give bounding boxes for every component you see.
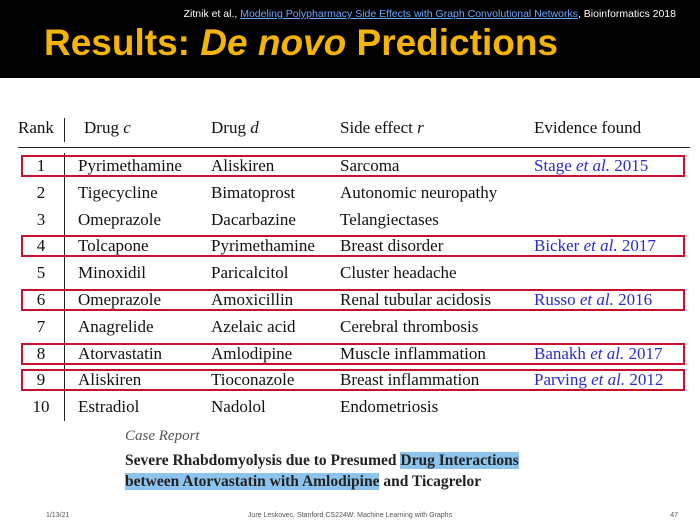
drug-d-cell: Amlodipine xyxy=(211,343,293,363)
drug-c-cell: Tolcapone xyxy=(78,236,149,256)
rank-cell: 3 xyxy=(18,206,65,234)
rank-cell: 9 xyxy=(18,367,65,395)
evidence-link[interactable]: Stage et al. 2015 xyxy=(534,156,649,175)
table-row: 3 Omeprazole Dacarbazine Telangiectases xyxy=(18,206,690,234)
slide-header: Zitnik et al., Modeling Polypharmacy Sid… xyxy=(0,0,700,78)
table-header: Rank Drug c Drug d Side effect r Evidenc… xyxy=(18,118,690,146)
drug-d-cell: Bimatoprost xyxy=(211,182,296,202)
side-effect-cell: Breast disorder xyxy=(340,236,444,256)
side-effect-cell: Autonomic neuropathy xyxy=(340,182,498,202)
case-title-text: Severe Rhabdomyolysis due to Presumed xyxy=(125,452,401,469)
drug-c-cell: Atorvastatin xyxy=(78,343,163,363)
header-side-effect: Side effect r xyxy=(340,118,424,137)
side-effect-cell: Breast inflammation xyxy=(340,370,480,390)
case-report-label: Case Report xyxy=(125,428,200,444)
predictions-table: Rank Drug c Drug d Side effect r Evidenc… xyxy=(18,118,690,421)
title-prefix: Results: xyxy=(44,22,201,63)
case-report: Case Report Severe Rhabdomyolysis due to… xyxy=(125,428,625,492)
header-drug-d: Drug d xyxy=(211,118,259,137)
table-row: 6 Omeprazole Amoxicillin Renal tubular acid… xyxy=(18,286,690,314)
drug-c-cell: Estradiol xyxy=(78,397,140,417)
citation-author: Zitnik et al., xyxy=(183,8,241,20)
title-suffix: Predictions xyxy=(346,22,559,63)
case-title-highlight: Drug Interactions xyxy=(400,452,519,469)
rank-cell: 7 xyxy=(18,313,65,341)
side-effect-cell: Muscle inflammation xyxy=(340,343,486,363)
drug-c-cell: Aliskiren xyxy=(78,370,142,390)
rank-cell: 2 xyxy=(18,179,65,207)
drug-d-cell: Dacarbazine xyxy=(211,209,296,229)
slide-title: Results: De novo Predictions xyxy=(44,22,558,64)
drug-d-cell: Aliskiren xyxy=(211,156,275,175)
title-emphasis: De novo xyxy=(200,22,347,63)
case-title-highlight: between Atorvastatin with Amlodipine xyxy=(125,473,380,490)
page-number: 47 xyxy=(670,512,678,519)
footer-date: 1/13/21 xyxy=(46,512,70,519)
side-effect-cell: Cerebral thrombosis xyxy=(340,316,479,336)
header-divider xyxy=(18,147,690,148)
drug-d-cell: Paricalcitol xyxy=(211,263,289,283)
table-row: 8 Atorvastatin Amlodipine Muscle inflammati… xyxy=(18,340,690,368)
drug-c-cell: Anagrelide xyxy=(78,316,154,336)
rank-cell: 1 xyxy=(18,153,65,180)
evidence-link[interactable]: Banakh et al. 2017 xyxy=(534,343,663,363)
evidence-link[interactable]: Parving et al. 2012 xyxy=(534,370,664,390)
table-row: 4 Tolcapone Pyrimethamine Breast disorder Bi… xyxy=(18,233,690,261)
rank-cell: 5 xyxy=(18,260,65,287)
drug-d-cell: Nadolol xyxy=(211,397,266,417)
footer-credit: Jure Leskovec, Stanford CS224W: Machine … xyxy=(247,512,453,519)
rank-cell: 6 xyxy=(18,286,65,314)
citation: Zitnik et al., Modeling Polypharmacy Sid… xyxy=(184,8,676,20)
drug-c-cell: Omeprazole xyxy=(78,289,162,309)
citation-link[interactable]: Modeling Polypharmacy Side Effects with … xyxy=(240,8,578,20)
side-effect-cell: Telangiectases xyxy=(340,209,439,229)
rank-cell: 10 xyxy=(18,394,65,421)
header-drug-c: Drug c xyxy=(84,118,131,137)
evidence-link[interactable]: Russo et al. 2016 xyxy=(534,289,653,309)
drug-d-cell: Pyrimethamine xyxy=(211,236,315,256)
header-evidence: Evidence found xyxy=(534,118,642,137)
drug-c-cell: Tigecycline xyxy=(78,182,158,202)
side-effect-cell: Renal tubular acidosis xyxy=(340,289,492,309)
drug-d-cell: Tioconazole xyxy=(211,370,295,390)
table-row: 9 Aliskiren Tioconazole Breast inflammation… xyxy=(18,367,690,395)
side-effect-cell: Cluster headache xyxy=(340,263,457,283)
table-body: 1 Pyrimethamine Aliskiren Sarcoma Stage et a… xyxy=(18,153,690,421)
evidence-link[interactable]: Bicker et al. 2017 xyxy=(534,236,656,256)
side-effect-cell: Sarcoma xyxy=(340,156,400,175)
drug-c-cell: Minoxidil xyxy=(78,263,147,283)
drug-d-cell: Azelaic acid xyxy=(211,316,296,336)
citation-venue: , Bioinformatics 2018 xyxy=(577,8,676,20)
case-title-text: and Ticagrelor xyxy=(379,473,482,490)
drug-c-cell: Pyrimethamine xyxy=(78,156,182,175)
side-effect-cell: Endometriosis xyxy=(340,397,439,417)
header-rank: Rank xyxy=(18,118,65,142)
table-row: 7 Anagrelide Azelaic acid Cerebral thrombos… xyxy=(18,313,690,341)
table-row: 1 Pyrimethamine Aliskiren Sarcoma Stage et a… xyxy=(18,153,690,180)
case-report-title: Severe Rhabdomyolysis due to Presumed Dr… xyxy=(125,450,625,492)
drug-c-cell: Omeprazole xyxy=(78,209,162,229)
rank-cell: 4 xyxy=(18,233,65,261)
table-row: 10 Estradiol Nadolol Endometriosis xyxy=(18,394,690,421)
table-row: 2 Tigecycline Bimatoprost Autonomic neuropa… xyxy=(18,179,690,207)
rank-cell: 8 xyxy=(18,340,65,368)
table-row: 5 Minoxidil Paricalcitol Cluster headache xyxy=(18,260,690,287)
drug-d-cell: Amoxicillin xyxy=(211,289,294,309)
